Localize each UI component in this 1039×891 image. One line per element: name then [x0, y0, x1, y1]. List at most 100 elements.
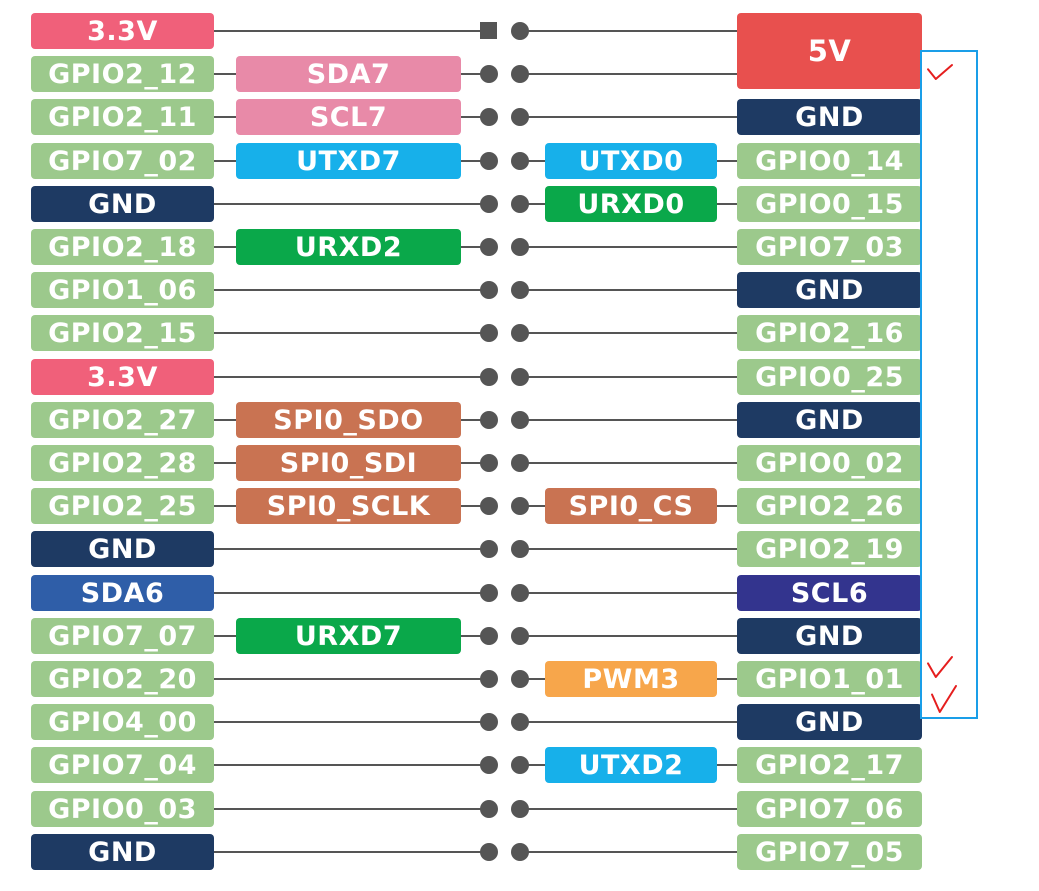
function-label-left: SPI0_SDO [236, 402, 461, 438]
header-pin [511, 540, 529, 558]
header-pin [480, 195, 498, 213]
pin-label-left: 3.3V [31, 13, 214, 49]
pin-label-right: GPIO7_05 [737, 834, 922, 870]
header-pin [480, 756, 498, 774]
connector-line [717, 203, 737, 205]
connector-line [214, 419, 236, 421]
header-pin [511, 713, 529, 731]
pin-label-left: GPIO7_07 [31, 618, 214, 654]
pin-label-left: GND [31, 531, 214, 567]
header-pin [480, 670, 498, 688]
pin-label-left: GPIO2_27 [31, 402, 214, 438]
header-pin [480, 324, 498, 342]
connector-line [520, 160, 545, 162]
function-label-left: SCL7 [236, 99, 461, 135]
checkmark-icon [931, 685, 957, 713]
header-pin [511, 800, 529, 818]
pin-label-right: GPIO2_17 [737, 747, 922, 783]
connector-line [214, 160, 236, 162]
header-pin [480, 238, 498, 256]
function-label-right: URXD0 [545, 186, 717, 222]
header-pin [480, 843, 498, 861]
pin-label-right: GPIO2_26 [737, 488, 922, 524]
pin-label-left: GPIO4_00 [31, 704, 214, 740]
connector-line [214, 721, 489, 723]
pin-label-right: GPIO2_19 [737, 531, 922, 567]
header-pin [480, 454, 498, 472]
header-pin [511, 152, 529, 170]
connector-line [214, 505, 236, 507]
connector-line [520, 548, 737, 550]
pin-label-left: GND [31, 834, 214, 870]
connector-line [520, 203, 545, 205]
pin-label-left: 3.3V [31, 359, 214, 395]
pin-label-left: GPIO2_12 [31, 56, 214, 92]
pin-label-right: 5V [737, 13, 922, 89]
pin-label-right: SCL6 [737, 575, 922, 611]
pin-label-left: GPIO7_04 [31, 747, 214, 783]
header-pin [511, 281, 529, 299]
header-pin [511, 238, 529, 256]
header-pin [480, 800, 498, 818]
header-pin [480, 411, 498, 429]
header-pin [480, 584, 498, 602]
pin-label-right: GND [737, 618, 922, 654]
connector-line [520, 505, 545, 507]
header-pin [480, 281, 498, 299]
pin-label-right: GND [737, 704, 922, 740]
connector-line [520, 376, 737, 378]
header-pin-square [480, 22, 497, 39]
pin-label-left: GPIO7_02 [31, 143, 214, 179]
header-pin [511, 843, 529, 861]
pin-label-right: GND [737, 272, 922, 308]
connector-line [520, 592, 737, 594]
function-label-left: SPI0_SDI [236, 445, 461, 481]
pin-label-right: GPIO7_06 [737, 791, 922, 827]
header-pin [511, 627, 529, 645]
connector-line [214, 116, 236, 118]
connector-line [214, 203, 489, 205]
pin-label-left: GPIO2_15 [31, 315, 214, 351]
header-pin [511, 324, 529, 342]
function-label-left: SDA7 [236, 56, 461, 92]
connector-line [214, 30, 489, 32]
connector-line [461, 116, 489, 118]
pin-label-left: GPIO2_11 [31, 99, 214, 135]
connector-line [461, 73, 489, 75]
connector-line [214, 635, 236, 637]
header-pin [480, 713, 498, 731]
header-pin [480, 65, 498, 83]
connector-line [520, 764, 545, 766]
header-pin [511, 108, 529, 126]
pin-label-right: GPIO0_25 [737, 359, 922, 395]
function-label-right: PWM3 [545, 661, 717, 697]
connector-line [520, 721, 737, 723]
checkmark-icon [927, 64, 953, 80]
connector-line [214, 678, 489, 680]
checkmark-icon [927, 656, 953, 678]
function-label-left: UTXD7 [236, 143, 461, 179]
connector-line [717, 678, 737, 680]
connector-line [717, 505, 737, 507]
header-pin [480, 540, 498, 558]
connector-line [520, 116, 737, 118]
header-pin [480, 627, 498, 645]
header-pin [511, 411, 529, 429]
connector-line [461, 635, 489, 637]
connector-line [214, 548, 489, 550]
connector-line [520, 851, 737, 853]
connector-line [461, 160, 489, 162]
header-pin [511, 670, 529, 688]
pin-label-left: GPIO0_03 [31, 791, 214, 827]
header-pin [511, 497, 529, 515]
connector-line [520, 808, 737, 810]
pin-label-right: GPIO2_16 [737, 315, 922, 351]
connector-line [214, 592, 489, 594]
pin-label-left: GPIO1_06 [31, 272, 214, 308]
connector-line [214, 73, 236, 75]
header-pin [511, 454, 529, 472]
connector-line [461, 462, 489, 464]
connector-line [214, 764, 489, 766]
function-label-left: URXD7 [236, 618, 461, 654]
